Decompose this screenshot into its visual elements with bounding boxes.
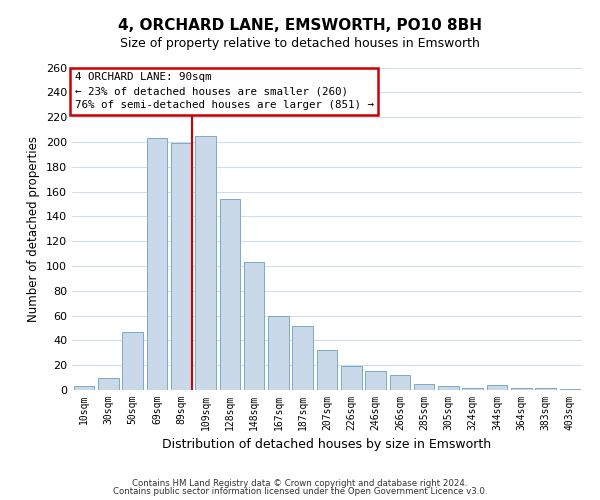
Y-axis label: Number of detached properties: Number of detached properties xyxy=(28,136,40,322)
Bar xyxy=(74,386,94,390)
X-axis label: Distribution of detached houses by size in Emsworth: Distribution of detached houses by size … xyxy=(163,438,491,452)
Bar xyxy=(146,138,167,390)
Bar xyxy=(389,375,410,390)
Text: 4, ORCHARD LANE, EMSWORTH, PO10 8BH: 4, ORCHARD LANE, EMSWORTH, PO10 8BH xyxy=(118,18,482,32)
Bar xyxy=(560,389,580,390)
Bar xyxy=(220,199,240,390)
Text: Size of property relative to detached houses in Emsworth: Size of property relative to detached ho… xyxy=(120,38,480,51)
Bar xyxy=(341,366,362,390)
Bar xyxy=(195,136,216,390)
Bar xyxy=(463,388,483,390)
Bar xyxy=(292,326,313,390)
Bar xyxy=(535,388,556,390)
Bar xyxy=(268,316,289,390)
Bar xyxy=(438,386,459,390)
Bar xyxy=(511,388,532,390)
Bar xyxy=(98,378,119,390)
Bar xyxy=(122,332,143,390)
Text: Contains HM Land Registry data © Crown copyright and database right 2024.: Contains HM Land Registry data © Crown c… xyxy=(132,478,468,488)
Bar xyxy=(487,385,508,390)
Bar xyxy=(244,262,265,390)
Text: 4 ORCHARD LANE: 90sqm
← 23% of detached houses are smaller (260)
76% of semi-det: 4 ORCHARD LANE: 90sqm ← 23% of detached … xyxy=(74,72,374,110)
Text: Contains public sector information licensed under the Open Government Licence v3: Contains public sector information licen… xyxy=(113,488,487,496)
Bar xyxy=(365,372,386,390)
Bar xyxy=(317,350,337,390)
Bar xyxy=(414,384,434,390)
Bar xyxy=(171,143,191,390)
